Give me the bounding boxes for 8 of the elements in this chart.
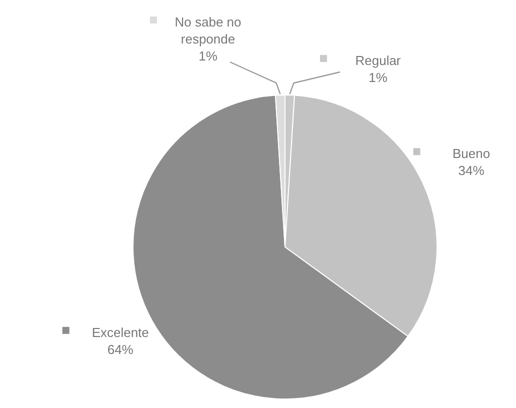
legend-label: Excelente [92, 324, 149, 340]
legend-label: Regular [355, 53, 402, 68]
data-label: 1% [198, 48, 218, 64]
legend-label: No sabe no responde [174, 14, 242, 46]
data-label: 34% [458, 163, 485, 178]
slice-label: Bueno [452, 146, 490, 162]
data-label: 64% [107, 342, 134, 357]
data-label: 1% [368, 70, 388, 85]
